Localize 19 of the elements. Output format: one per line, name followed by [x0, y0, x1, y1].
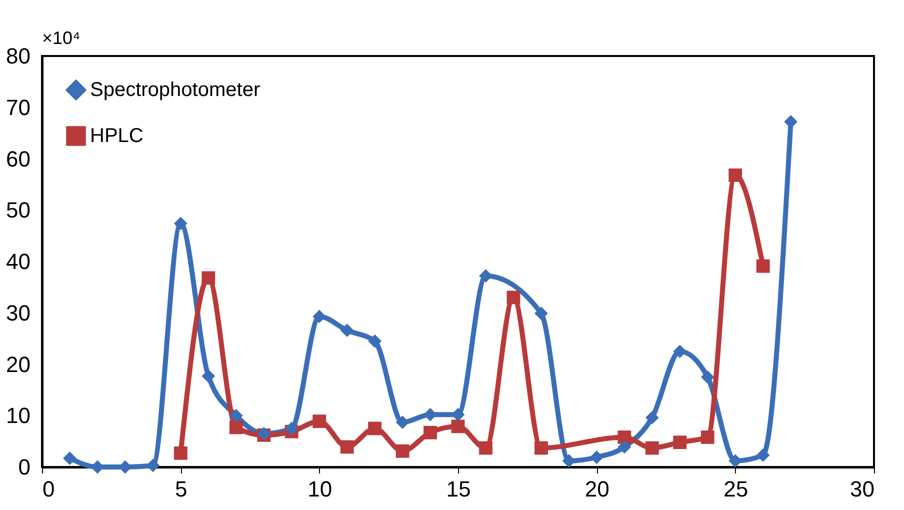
- y-tick-label: 60: [6, 146, 30, 172]
- x-tick-label: 25: [724, 476, 748, 502]
- x-tick-label: 15: [446, 476, 471, 502]
- x-tick-label: 20: [584, 476, 610, 502]
- text: ×10⁴: [42, 28, 80, 48]
- x-tick-label: 5: [175, 476, 188, 502]
- y-tick-label: 10: [6, 403, 30, 428]
- legend-label: Spectrophotometer: [90, 79, 260, 101]
- y-tick-label: 40: [6, 249, 30, 274]
- y-tick-label: 30: [6, 300, 30, 326]
- legend-label: HPLC: [90, 125, 144, 147]
- y-tick-label: 20: [6, 352, 30, 377]
- y-tick-label: 50: [6, 198, 30, 223]
- x-tick-label: 0: [42, 476, 55, 502]
- y-tick-label: 70: [6, 94, 30, 120]
- y-tick-label: 80: [6, 44, 30, 68]
- x-tick-label: 10: [308, 476, 332, 502]
- y-tick-label: 0: [18, 454, 30, 480]
- x-tick-label: 30: [850, 476, 874, 502]
